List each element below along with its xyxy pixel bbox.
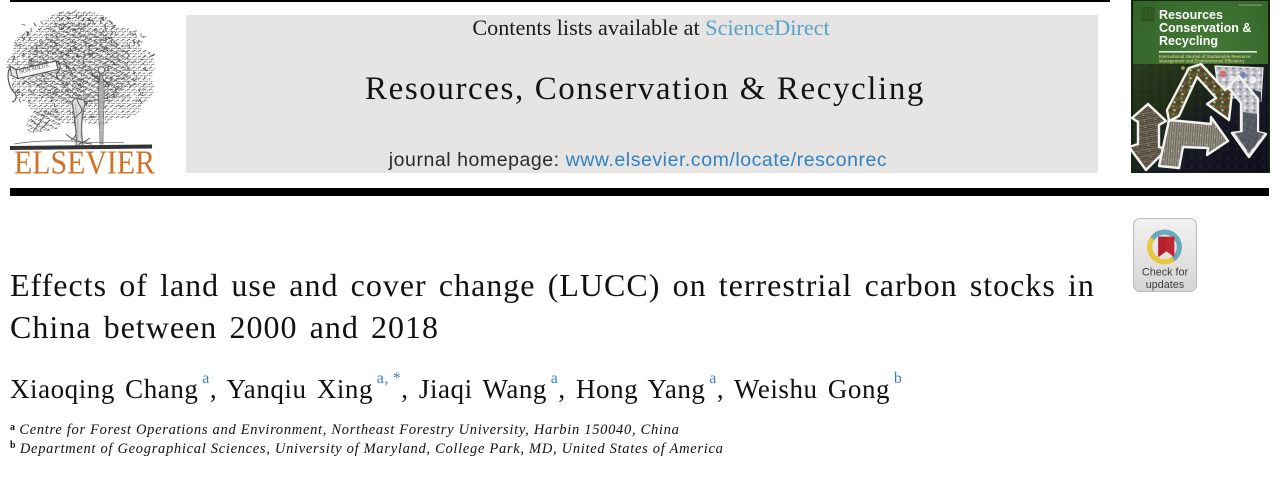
svg-text:Resources: Resources bbox=[1159, 8, 1223, 22]
svg-text:Recycling: Recycling bbox=[1159, 34, 1218, 48]
svg-text:updates: updates bbox=[1146, 279, 1185, 291]
svg-text:Conservation &: Conservation & bbox=[1159, 21, 1251, 35]
svg-text:Check for: Check for bbox=[1142, 267, 1189, 279]
svg-text:ELSEVIER: ELSEVIER bbox=[14, 145, 156, 182]
svg-text:International Journal of Susta: International Journal of Sustainable Res… bbox=[1159, 54, 1251, 59]
svg-text:Management and Environmental E: Management and Environmental Efficiency bbox=[1159, 59, 1245, 64]
